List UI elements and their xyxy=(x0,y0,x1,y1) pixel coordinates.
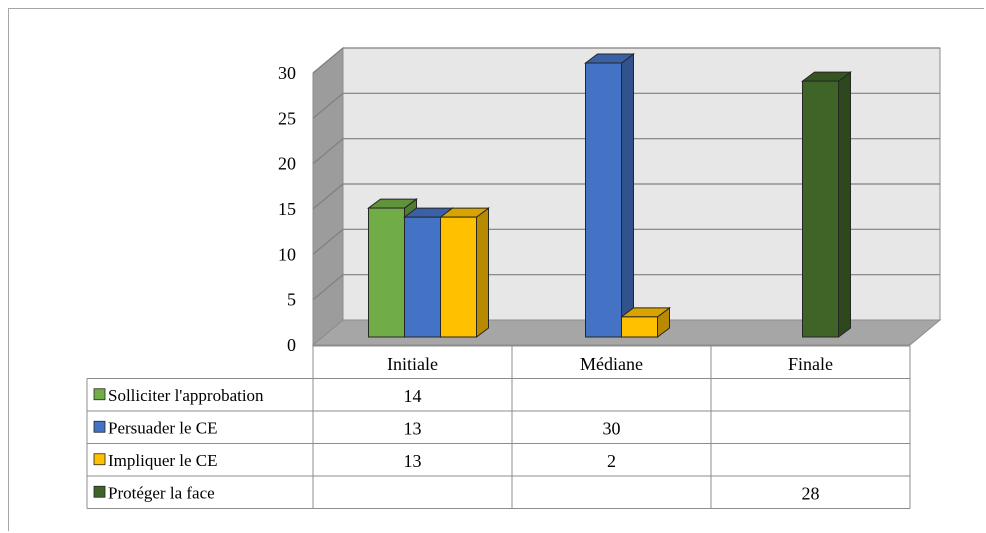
data-label: 14 xyxy=(404,386,422,406)
gridline-side xyxy=(312,228,344,255)
bar xyxy=(802,80,839,338)
y-tick-label: 0 xyxy=(287,335,296,355)
legend-swatch xyxy=(93,485,106,498)
legend-swatch xyxy=(93,453,106,466)
y-tick-label: 10 xyxy=(278,244,296,264)
bar xyxy=(404,216,441,338)
data-label: 28 xyxy=(802,483,820,503)
y-tick-label: 25 xyxy=(278,108,296,128)
legend-swatch xyxy=(93,420,106,433)
data-label: 2 xyxy=(607,451,616,471)
bar xyxy=(440,216,477,338)
legend-label: Impliquer le CE xyxy=(108,451,218,470)
data-label: 30 xyxy=(603,418,621,438)
legend-label: Persuader le CE xyxy=(108,418,218,437)
data-label: 13 xyxy=(404,418,422,438)
gridline-side xyxy=(312,183,344,210)
bar xyxy=(585,62,622,338)
bar xyxy=(368,207,405,338)
chart-frame xyxy=(8,8,984,531)
data-label: 13 xyxy=(404,451,422,471)
bar-side xyxy=(621,53,634,338)
gridline-side xyxy=(312,274,344,301)
gridline-side xyxy=(312,92,344,119)
x-category-label: Initiale xyxy=(387,354,438,374)
legend-label: Solliciter l'approbation xyxy=(108,386,264,405)
legend-swatch xyxy=(93,388,106,401)
legend-label: Protéger la face xyxy=(108,483,215,502)
y-tick-label: 5 xyxy=(287,290,296,310)
gridline-side xyxy=(312,138,344,165)
y-tick-label: 30 xyxy=(278,63,296,83)
bar-side xyxy=(476,207,489,338)
y-tick-label: 20 xyxy=(278,154,296,174)
y-tick-label: 15 xyxy=(278,199,296,219)
x-category-label: Finale xyxy=(788,354,833,374)
x-category-label: Médiane xyxy=(580,354,643,374)
bar-side xyxy=(838,71,851,338)
gridline-side xyxy=(312,47,344,74)
bar xyxy=(621,316,658,338)
